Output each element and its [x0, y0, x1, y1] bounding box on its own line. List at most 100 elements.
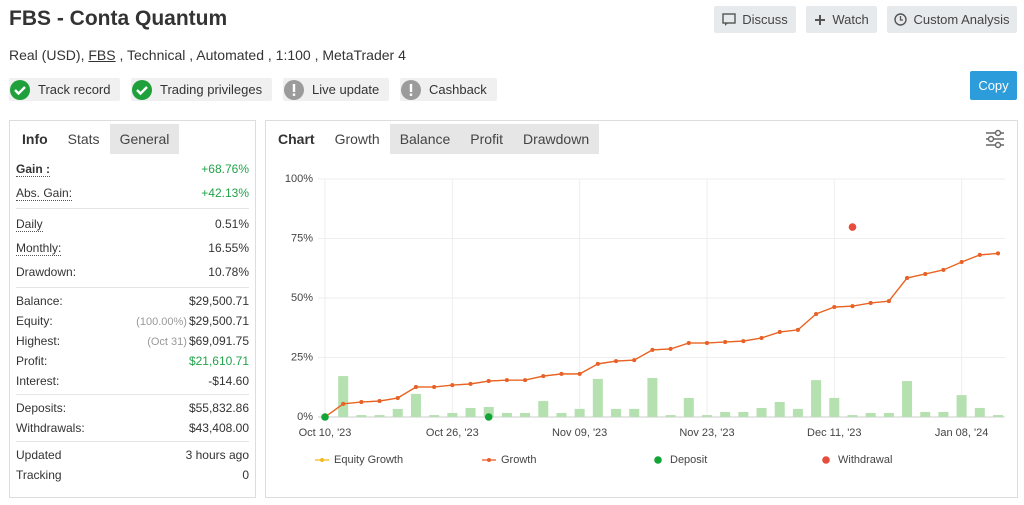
bar	[374, 415, 385, 417]
broker-link[interactable]: FBS	[88, 47, 116, 63]
stat-value: +42.13%	[201, 186, 249, 200]
stat-value-wrap: 0.51%	[215, 217, 249, 231]
stat-label: Updated	[16, 448, 62, 462]
icon	[894, 13, 908, 26]
tab: Chart	[278, 131, 315, 147]
stat-note: (100.00%)	[136, 316, 187, 328]
legend-marker	[487, 458, 491, 462]
legend-label: Equity Growth	[334, 454, 403, 466]
stats-group: Updated 3 hours ago Tracking 0	[16, 442, 249, 488]
event-dot	[848, 223, 857, 231]
check-icon	[10, 79, 30, 100]
settings-icon[interactable]	[984, 129, 1006, 149]
stats-row: Highest: (Oct 31) $69,091.75	[16, 331, 249, 351]
bar	[738, 412, 749, 417]
tab[interactable]: General	[109, 124, 180, 154]
stat-label: Interest:	[16, 374, 60, 388]
stat-value-wrap: $43,408.00	[189, 421, 249, 435]
point	[395, 395, 400, 400]
stats-group: Gain : +68.76% Abs. Gain: +42.13%	[16, 154, 249, 209]
tab: Info	[22, 131, 48, 147]
x-tick-label: Nov 23, '23	[679, 427, 734, 439]
badge-label: Cashback	[429, 82, 487, 97]
point	[523, 378, 528, 383]
bar	[483, 407, 494, 417]
line	[324, 252, 999, 418]
stats-panel: Info Stats General Gain : +68.76% Abs. Gain:…	[9, 120, 256, 498]
copy-button[interactable]: Copy	[970, 71, 1017, 100]
discuss-button[interactable]: Discuss	[714, 6, 796, 33]
point	[759, 335, 764, 340]
badge-label: Track record	[38, 82, 111, 97]
tab[interactable]: Growth	[324, 124, 390, 154]
badge: Trading privileges	[131, 78, 273, 101]
point	[704, 340, 709, 345]
stat-value: +68.76%	[201, 162, 249, 176]
stats-row: Abs. Gain: +42.13%	[16, 181, 249, 205]
stat-value: 0	[242, 468, 249, 482]
tab[interactable]: Drawdown	[512, 124, 600, 154]
badge: Track record	[9, 78, 121, 101]
stat-value: $21,610.71	[188, 354, 249, 368]
bar	[956, 395, 967, 417]
legend-marker	[320, 458, 324, 462]
bar	[938, 412, 949, 417]
bar	[538, 401, 549, 417]
point	[795, 327, 800, 332]
legend-label: Withdrawal	[838, 454, 892, 466]
point	[686, 340, 691, 345]
tab[interactable]: Stats	[57, 124, 110, 154]
legend-label: Growth	[501, 454, 536, 466]
stats-tabs: Info Stats General	[12, 124, 180, 154]
bar	[865, 412, 876, 417]
stats-row: Gain : +68.76%	[16, 157, 249, 181]
stats-group: Deposits: $55,832.86 Withdrawals: $43,408.0…	[16, 395, 249, 442]
stat-value-wrap: 10.78%	[208, 265, 249, 279]
bar	[592, 378, 603, 417]
bar	[902, 381, 913, 417]
stat-label: Tracking	[16, 468, 62, 482]
y-tick-label: 100%	[285, 173, 313, 185]
bar	[883, 412, 894, 417]
warning-icon	[401, 79, 421, 100]
stat-value-wrap: 0	[242, 468, 249, 482]
chart: 0% 25% 50% 75% 100% Oct 10, '23 Oct 26, '23 Nov…	[285, 173, 1005, 466]
badge-label: Trading privileges	[160, 82, 263, 97]
tab[interactable]: Balance	[389, 124, 461, 154]
bar	[720, 412, 731, 417]
point	[377, 399, 382, 404]
stat-label: Withdrawals:	[16, 421, 85, 435]
icon	[815, 14, 826, 25]
bar	[356, 415, 367, 417]
stat-value: 16.55%	[208, 241, 249, 255]
bar	[611, 408, 622, 417]
bar	[847, 415, 858, 417]
bar	[920, 412, 931, 417]
bar	[701, 415, 712, 417]
tab[interactable]: Profit	[460, 124, 513, 154]
bar	[993, 415, 1003, 417]
point	[741, 339, 746, 344]
watch-button[interactable]: Watch	[806, 6, 877, 33]
stats-row: Deposits: $55,832.86	[16, 398, 249, 418]
x-tick-label: Dec 11, '23	[807, 427, 861, 439]
button-label: Discuss	[742, 12, 788, 27]
stat-value-wrap: -$14.60	[208, 374, 249, 388]
custom-analysis-button[interactable]: Custom Analysis	[887, 6, 1017, 33]
point	[504, 378, 509, 383]
bar	[574, 408, 585, 417]
stat-value-wrap: $29,500.71	[189, 294, 249, 308]
bar	[774, 402, 785, 417]
point	[850, 304, 855, 309]
stat-label: Drawdown:	[16, 265, 77, 279]
stat-label: Abs. Gain:	[16, 185, 73, 201]
bar	[629, 408, 640, 417]
stats-group: Daily 0.51% Monthly: 16.55% Drawdown: 10.78%	[16, 209, 249, 288]
stat-label: Daily	[16, 216, 43, 232]
point	[723, 340, 728, 345]
point	[341, 401, 346, 406]
point	[541, 374, 546, 379]
event-dot	[321, 413, 329, 421]
stats-row: Equity: (100.00%) $29,500.71	[16, 311, 249, 331]
y-tick-label: 0%	[297, 411, 313, 423]
